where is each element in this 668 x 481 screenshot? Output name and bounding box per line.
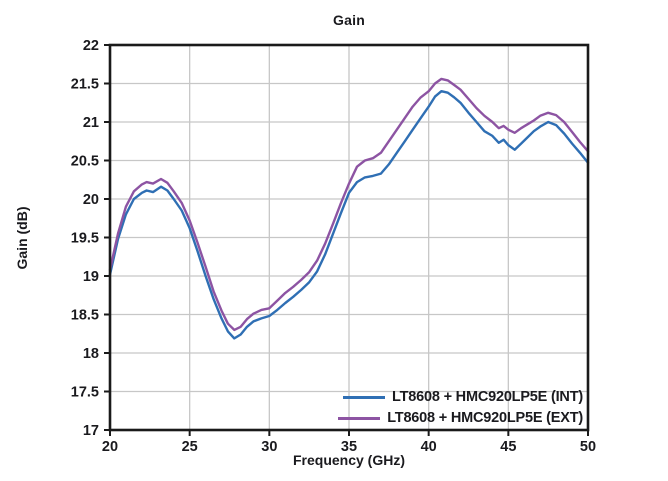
- x-tick-label: 50: [580, 439, 596, 455]
- legend: LT8608 + HMC920LP5E (INT) LT8608 + HMC92…: [338, 388, 583, 427]
- series-line-int: [108, 89, 590, 340]
- y-tick-label: 21: [83, 115, 99, 131]
- y-tick-label: 17.5: [71, 385, 99, 401]
- y-tick-label: 19: [83, 269, 99, 285]
- legend-label-int: LT8608 + HMC920LP5E (INT): [392, 389, 583, 405]
- y-tick-label: 20.5: [71, 154, 99, 170]
- x-axis-title: Frequency (GHz): [292, 452, 405, 468]
- plot-border: [108, 43, 590, 432]
- y-tick-label: 20: [83, 192, 99, 208]
- x-tick-label: 25: [182, 439, 198, 455]
- y-tick-label: 17: [83, 423, 99, 439]
- legend-item-ext: LT8608 + HMC920LP5E (EXT): [338, 409, 583, 427]
- x-tick-label: 20: [102, 439, 118, 455]
- x-tick-label: 30: [261, 439, 277, 455]
- legend-label-ext: LT8608 + HMC920LP5E (EXT): [387, 410, 583, 426]
- legend-item-int: LT8608 + HMC920LP5E (INT): [338, 388, 583, 406]
- chart-title: Gain: [333, 12, 365, 28]
- x-tick-label: 40: [421, 439, 437, 455]
- y-tick-label: 18.5: [71, 308, 99, 324]
- legend-line-ext-icon: [338, 416, 381, 420]
- series-line-ext: [108, 77, 590, 332]
- x-tick-label: 45: [500, 439, 516, 455]
- y-tick-label: 19.5: [71, 231, 99, 247]
- y-tick-label: 18: [83, 346, 99, 362]
- y-axis-title: Gain (dB): [14, 206, 30, 270]
- legend-line-int-icon: [343, 395, 386, 399]
- y-tick-label: 22: [83, 38, 99, 54]
- y-tick-label: 21.5: [71, 77, 99, 93]
- x-tick-label: 35: [341, 439, 357, 455]
